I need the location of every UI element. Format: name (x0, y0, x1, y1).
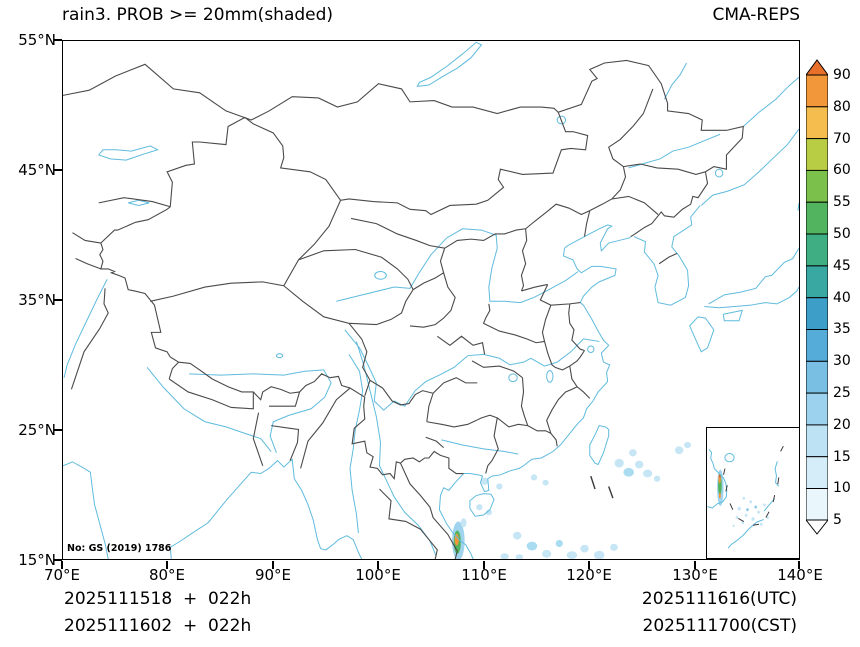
lat-label: 35°N (18, 291, 56, 309)
inset-canvas (707, 428, 799, 558)
y-tick (54, 429, 62, 431)
colorbar-segment (806, 329, 828, 362)
map-canvas (63, 41, 799, 559)
colorbar-segment (806, 138, 828, 171)
lon-label: 70°E (43, 566, 81, 584)
x-tick (588, 561, 590, 569)
foreign-coastlines (63, 129, 799, 559)
colorbar-label: 25 (833, 385, 851, 401)
china-national-border (100, 60, 743, 478)
colorbar-label: 10 (833, 480, 851, 496)
y-tick (54, 299, 62, 301)
lat-label: 25°N (18, 421, 56, 439)
init-time-line2: 2025111602 + 022h (64, 616, 252, 636)
lakes (99, 42, 482, 205)
hulun-lake (557, 116, 565, 124)
colorbar-segment (806, 488, 828, 521)
page-title: rain3. PROB >= 20mm(shaded) (62, 5, 334, 25)
hainan-island (470, 494, 494, 517)
map-plot-area: No: GS (2019) 1786 (62, 40, 800, 560)
x-tick (61, 561, 63, 569)
x-tick (694, 561, 696, 569)
colorbar-segment (806, 74, 828, 108)
lon-label: 120°E (566, 566, 612, 584)
colorbar-top-arrow (806, 59, 828, 76)
colorbar-segment (806, 233, 828, 267)
init-time-line1: 2025111518 + 022h (64, 589, 252, 609)
colorbar-label: 80 (833, 99, 851, 115)
valid-time-utc: 2025111616(UTC) (641, 589, 797, 609)
x-tick (798, 561, 800, 569)
colorbar-label: 55 (833, 194, 851, 210)
colorbar-label: 5 (833, 512, 842, 528)
x-tick (483, 561, 485, 569)
colorbar-label: 40 (833, 290, 851, 306)
colorbar-label: 15 (833, 449, 851, 465)
colorbar-segment (806, 456, 828, 490)
colorbar-segment (806, 297, 828, 331)
boundary-lines (63, 60, 743, 559)
license-note: No: GS (2019) 1786 (67, 543, 172, 554)
foreign-borders (63, 64, 677, 559)
taiwan-island (590, 426, 609, 465)
nine-dash-line (591, 476, 613, 498)
colorbar-segment (806, 424, 828, 458)
lon-label: 80°E (148, 566, 186, 584)
china-coastline (464, 225, 631, 492)
model-name: CMA-REPS (712, 5, 800, 25)
colorbar-label: 20 (833, 417, 851, 433)
colorbar-label: 45 (833, 258, 851, 274)
y-tick (54, 559, 62, 561)
inset-nine-dash-line (724, 446, 784, 525)
water-lines (63, 42, 799, 559)
province-borders (150, 89, 705, 474)
y-tick (54, 39, 62, 41)
lat-label: 45°N (18, 161, 56, 179)
y-tick (54, 169, 62, 171)
dongting-lake (509, 374, 517, 382)
colorbar-segment (806, 201, 828, 235)
x-tick (272, 561, 274, 569)
colorbar-bottom-arrow (806, 519, 828, 535)
colorbar-segment (806, 106, 828, 140)
inset-precip (717, 469, 770, 528)
colorbar-segment (806, 265, 828, 299)
precip-shading (452, 441, 692, 559)
colorbar-label: 60 (833, 162, 851, 178)
qinghai-lake (375, 272, 387, 280)
lon-label: 100°E (355, 566, 401, 584)
lon-label: 90°E (254, 566, 292, 584)
colorbar-segment (806, 360, 828, 394)
lon-label: 110°E (461, 566, 507, 584)
khanka-lake (715, 169, 722, 177)
lat-label: 15°N (18, 551, 56, 569)
x-tick (166, 561, 168, 569)
taihu-lake (588, 346, 594, 352)
colorbar-label: 30 (833, 353, 851, 369)
x-tick (377, 561, 379, 569)
south-china-sea-inset (706, 427, 800, 559)
colorbar-segment (806, 392, 828, 426)
lon-label: 140°E (777, 566, 823, 584)
namtso-lake (276, 354, 282, 358)
poyang-lake (547, 371, 553, 383)
rivers (64, 63, 799, 556)
lat-label: 55°N (18, 31, 56, 49)
inset-water (707, 449, 778, 548)
colorbar (806, 59, 828, 535)
colorbar-label: 70 (833, 131, 851, 147)
colorbar-label: 90 (833, 67, 851, 83)
colorbar-label: 35 (833, 321, 851, 337)
lon-label: 130°E (672, 566, 718, 584)
colorbar-label: 50 (833, 226, 851, 242)
colorbar-segment (806, 169, 828, 203)
valid-time-cst: 2025111700(CST) (642, 616, 797, 636)
